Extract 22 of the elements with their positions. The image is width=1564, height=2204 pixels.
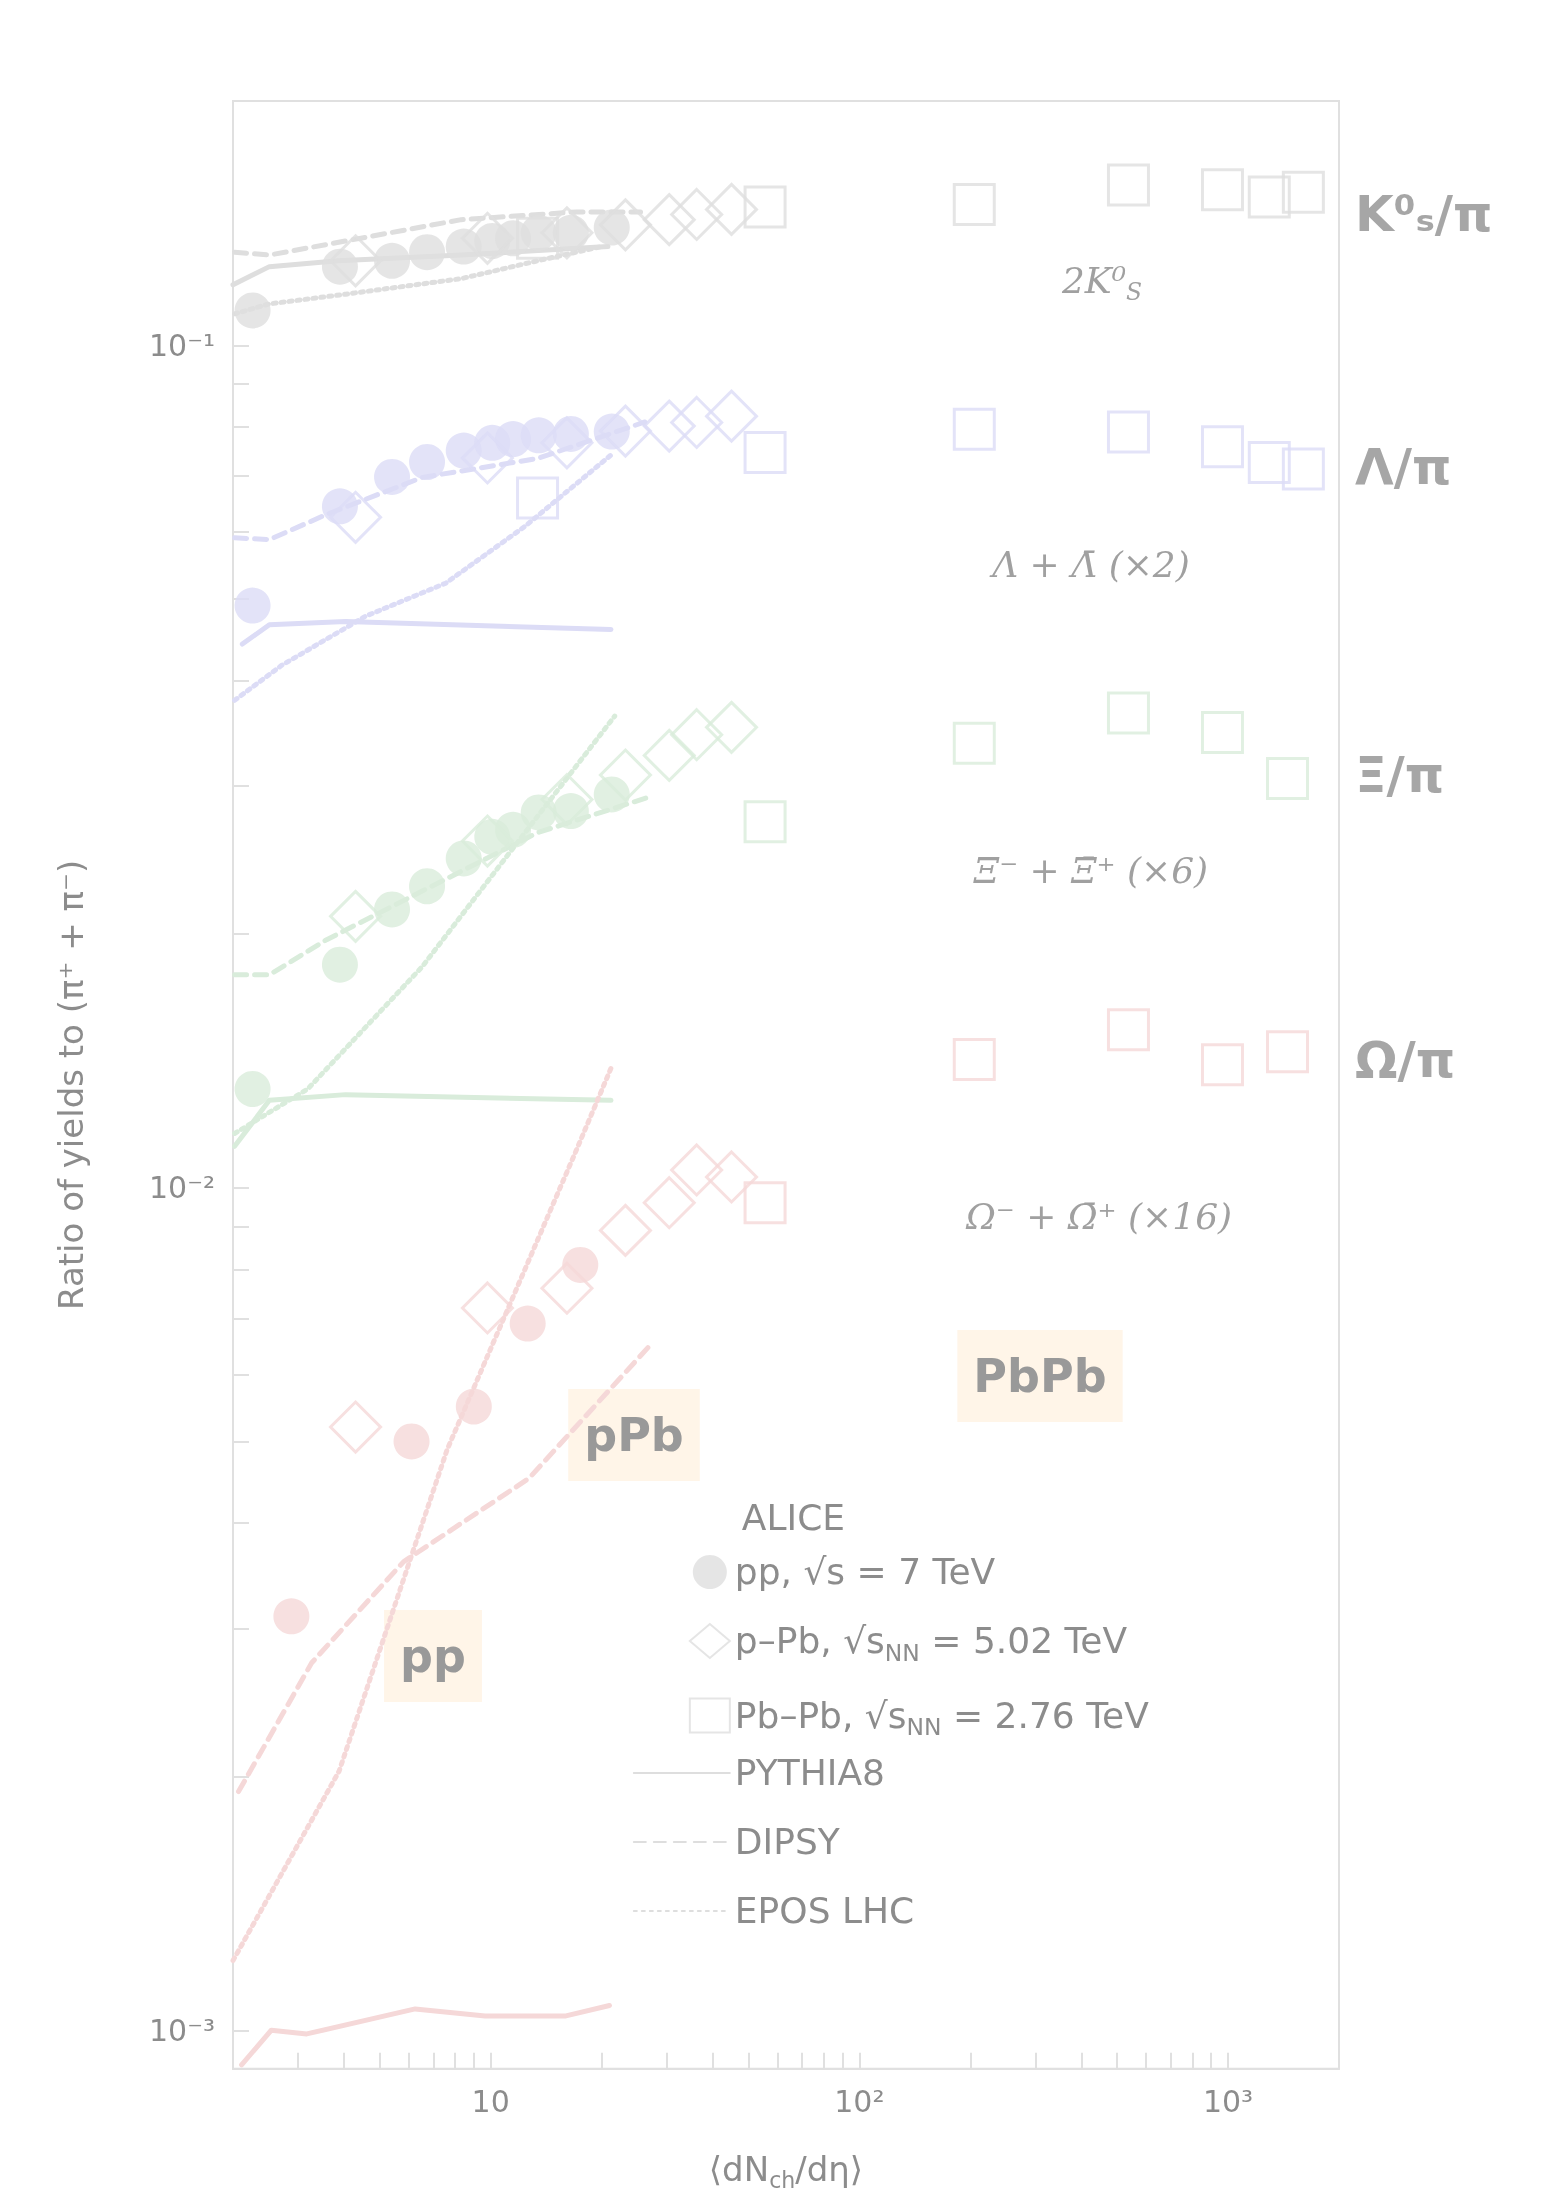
- y-tick-label: 10⁻²: [148, 1170, 215, 1206]
- x-tick-label: 10³: [1202, 2084, 1254, 2120]
- annotation: Ω⁻ + Ω̄⁺ (×16): [964, 1195, 1233, 1237]
- legend-label: EPOS LHC: [734, 1890, 915, 1932]
- x-tick-label: 10: [471, 2084, 510, 2120]
- text: Ξ/π: [1355, 746, 1445, 804]
- text: Λ/π: [1355, 438, 1452, 496]
- text: K⁰ₛ/π: [1355, 185, 1493, 243]
- legend-label: DIPSY: [734, 1821, 841, 1863]
- annotation: Λ + Λ̄ (×2): [989, 543, 1190, 585]
- annotation: Ξ⁻ + Ξ̄⁺ (×6): [972, 849, 1209, 891]
- y-tick-label: 10⁻³: [148, 2012, 215, 2048]
- y-tick-label: 10⁻¹: [148, 327, 215, 363]
- text: Ω/π: [1355, 1031, 1456, 1089]
- legend-label: PYTHIA8: [734, 1752, 885, 1794]
- x-tick-label: 10²: [834, 2084, 885, 2120]
- y-axis-title: Ratio of yields to (π⁺ + π⁻): [50, 859, 91, 1310]
- legend-title: ALICE: [741, 1497, 846, 1539]
- legend-label: pp, √s = 7 TeV: [734, 1551, 996, 1593]
- annotation: pp: [400, 1629, 466, 1683]
- annotation: PbPb: [973, 1349, 1107, 1403]
- annotation: pPb: [584, 1408, 684, 1462]
